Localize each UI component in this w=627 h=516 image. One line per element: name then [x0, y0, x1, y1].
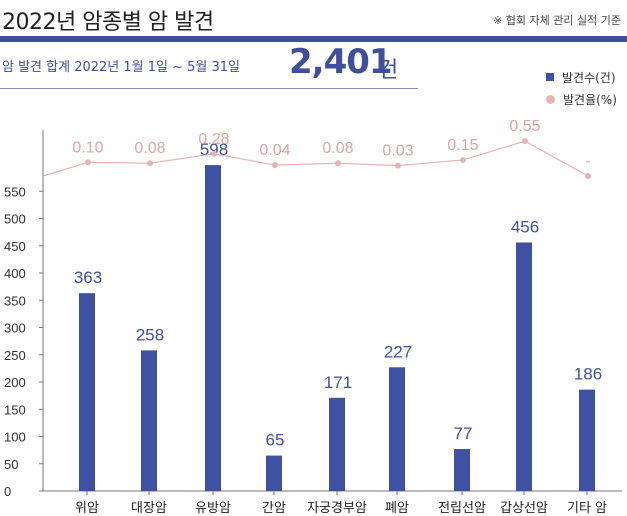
rate-point — [522, 138, 528, 145]
bar — [454, 449, 470, 491]
rate-value-label: 0.08 — [134, 140, 165, 157]
source-note: ※ 협회 자체 관리 실적 기준 — [493, 14, 621, 27]
x-tick-label: 위암 — [75, 501, 99, 516]
bar-value-label: 65 — [266, 431, 285, 450]
legend-label-rate: 발견율(%) — [563, 92, 617, 107]
legend-label-count: 발견수(건) — [562, 70, 616, 85]
y-tick-label: 400 — [4, 266, 26, 281]
rate-point — [460, 156, 466, 163]
legend-item-rate: 발견율(%) — [546, 88, 617, 110]
y-tick-label: 300 — [4, 321, 26, 336]
bar-value-label: 186 — [574, 365, 602, 384]
summary-unit: 건 — [378, 58, 399, 83]
rate-line — [42, 140, 589, 177]
bar — [141, 350, 157, 491]
y-tick-label: 350 — [4, 293, 26, 308]
rate-point — [211, 150, 217, 157]
x-tick-label: 간암 — [262, 501, 286, 516]
y-tick-label: 100 — [4, 430, 26, 445]
x-tick-label: 전립선암 — [438, 501, 486, 516]
title-divider — [0, 36, 627, 42]
rate-value-label: 0.10 — [72, 139, 103, 156]
rate-value-label: 0.15 — [447, 137, 478, 154]
bar — [516, 242, 532, 491]
y-tick-label: 200 — [4, 375, 26, 390]
y-tick-label: 550 — [4, 184, 26, 199]
y-tick-label: 250 — [4, 348, 26, 363]
x-tick-label: 자궁경부암 — [307, 501, 367, 516]
x-tick-label: 대장암 — [131, 501, 167, 516]
bar-value-label: 456 — [511, 217, 539, 236]
rate-point — [147, 160, 153, 167]
bar-value-label: 227 — [384, 342, 412, 361]
rate-value-label: - — [585, 153, 590, 170]
legend: 발견수(건) 발견율(%) — [546, 66, 617, 110]
bar — [79, 293, 95, 491]
bar — [205, 165, 221, 491]
y-tick-label: 450 — [4, 239, 26, 254]
summary-label: 암 발견 합계 2022년 1월 1일 ~ 5월 31일 — [2, 60, 240, 75]
rate-point — [335, 160, 341, 167]
legend-bar-swatch — [546, 73, 554, 81]
bar-value-label: 363 — [74, 268, 102, 287]
legend-item-count: 발견수(건) — [546, 66, 617, 88]
summary-divider — [0, 88, 418, 89]
bar-value-label: 77 — [454, 424, 473, 443]
rate-value-label: 0.03 — [382, 143, 413, 160]
x-tick-label: 유방암 — [195, 501, 231, 516]
bar — [329, 397, 345, 491]
y-tick-label: 150 — [4, 402, 26, 417]
rate-point — [85, 159, 91, 166]
rate-value-label: 0.04 — [259, 142, 290, 159]
x-tick-label: 폐암 — [385, 501, 409, 516]
legend-rate-dot — [546, 94, 555, 104]
rate-value-label: 0.08 — [322, 140, 353, 157]
y-tick-label: 500 — [4, 212, 26, 227]
y-tick-label: 0 — [4, 484, 11, 499]
bar — [579, 389, 595, 491]
rate-point — [395, 162, 401, 169]
summary-total: 2,401 — [289, 42, 393, 82]
bar-value-label: 258 — [136, 325, 164, 344]
bar-value-label: 171 — [324, 373, 352, 392]
x-tick-label: 기타 암 — [567, 501, 607, 516]
rate-point — [585, 173, 591, 179]
x-tick-label: 갑상선암 — [500, 501, 548, 516]
bar — [389, 367, 405, 491]
y-tick-label: 50 — [4, 457, 18, 472]
rate-value-label: 0.28 — [198, 131, 229, 148]
bar — [266, 455, 282, 491]
rate-point — [272, 162, 278, 169]
rate-value-label: 0.55 — [509, 118, 540, 135]
chart-title: 2022년 암종별 암 발견 — [2, 10, 214, 35]
